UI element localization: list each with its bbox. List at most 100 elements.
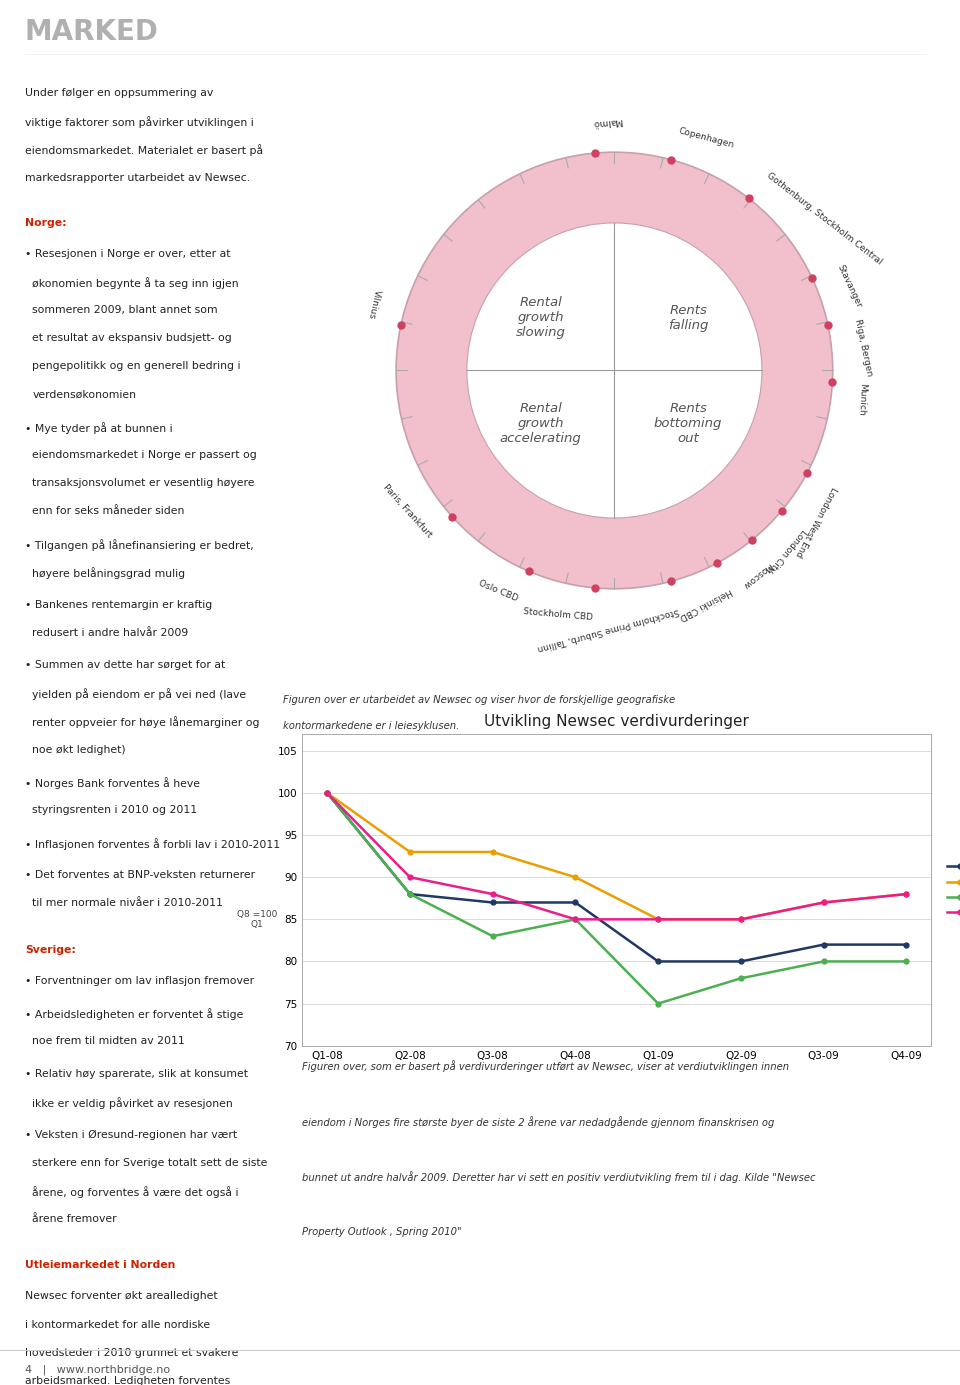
Office Oslo [569, 895, 581, 911]
Text: • Resesjonen i Norge er over, etter at: • Resesjonen i Norge er over, etter at [25, 248, 230, 259]
Text: ikke er veldig påvirket av resesjonen: ikke er veldig påvirket av resesjonen [33, 1097, 233, 1109]
Text: Gothenburg, Stockholm Central: Gothenburg, Stockholm Central [764, 172, 883, 267]
Text: viktige faktorer som påvirker utviklingen i: viktige faktorer som påvirker utviklinge… [25, 116, 253, 127]
Text: Copenhagen: Copenhagen [678, 126, 735, 150]
Text: Paris, Frankfurt: Paris, Frankfurt [381, 483, 433, 540]
Text: Stockholm Prime Suburb, Tallinn: Stockholm Prime Suburb, Tallinn [536, 607, 680, 652]
Text: verdensøkonomien: verdensøkonomien [33, 389, 136, 399]
Text: redusert i andre halvår 2009: redusert i andre halvår 2009 [33, 627, 188, 637]
Text: noe økt ledighet): noe økt ledighet) [33, 745, 126, 755]
Office Trondheim [487, 886, 498, 903]
Title: Utvikling Newsec verdivurderinger: Utvikling Newsec verdivurderinger [485, 713, 749, 729]
Text: Figuren over er utarbeidet av Newsec og viser hvor de forskjellige geografiske: Figuren over er utarbeidet av Newsec og … [283, 695, 675, 705]
Text: Rents
falling: Rents falling [668, 303, 708, 332]
Text: • Veksten i Øresund-regionen har vært: • Veksten i Øresund-regionen har vært [25, 1129, 237, 1140]
Text: London City: London City [767, 528, 808, 575]
Office Bergen [900, 886, 912, 903]
Text: sterkere enn for Sverige totalt sett de siste: sterkere enn for Sverige totalt sett de … [33, 1158, 268, 1168]
Circle shape [467, 223, 762, 518]
Text: • Tilgangen på lånefinansiering er bedret,: • Tilgangen på lånefinansiering er bedre… [25, 539, 253, 551]
Text: Stavanger: Stavanger [835, 263, 863, 310]
Office Stavanger [900, 953, 912, 969]
Office Bergen [653, 911, 664, 928]
Text: eiendom i Norges fire største byer de siste 2 årene var nedadgående gjennom fina: eiendom i Norges fire største byer de si… [302, 1116, 775, 1127]
Office Trondheim [569, 911, 581, 928]
Text: økonomien begynte å ta seg inn igjen: økonomien begynte å ta seg inn igjen [33, 277, 239, 288]
Office Trondheim [735, 911, 747, 928]
Office Oslo [735, 953, 747, 969]
Line: Office Trondheim: Office Trondheim [324, 791, 909, 922]
Text: styringsrenten i 2010 og 2011: styringsrenten i 2010 og 2011 [33, 805, 198, 816]
Line: Office Oslo: Office Oslo [324, 791, 909, 964]
Office Stavanger [322, 785, 333, 802]
Text: • Inflasjonen forventes å forbli lav i 2010-2011: • Inflasjonen forventes å forbli lav i 2… [25, 838, 280, 849]
Office Oslo [900, 936, 912, 953]
Office Trondheim [404, 868, 416, 885]
Office Oslo [487, 895, 498, 911]
Text: årene, og forventes å være det også i: årene, og forventes å være det også i [33, 1186, 239, 1198]
Text: Q8 =100
Q1: Q8 =100 Q1 [237, 910, 277, 929]
Text: eiendomsmarkedet. Materialet er basert på: eiendomsmarkedet. Materialet er basert p… [25, 144, 263, 157]
Text: Malmö: Malmö [592, 116, 623, 127]
Text: sommeren 2009, blant annet som: sommeren 2009, blant annet som [33, 305, 218, 314]
Office Stavanger [569, 911, 581, 928]
Line: Office Bergen: Office Bergen [324, 791, 909, 922]
Text: Figuren over, som er basert på verdivurderinger utført av Newsec, viser at verdi: Figuren over, som er basert på verdivurd… [302, 1060, 789, 1072]
Office Bergen [735, 911, 747, 928]
Text: Utleiemarkedet i Norden: Utleiemarkedet i Norden [25, 1260, 176, 1270]
Text: • Bankenes rentemargin er kraftig: • Bankenes rentemargin er kraftig [25, 600, 212, 609]
Office Bergen [404, 843, 416, 860]
Text: Stockholm CBD: Stockholm CBD [523, 608, 593, 622]
Circle shape [396, 152, 832, 589]
Office Stavanger [735, 969, 747, 986]
Text: Newsec forventer økt arealledighet: Newsec forventer økt arealledighet [25, 1291, 218, 1302]
Text: • Arbeidsledigheten er forventet å stige: • Arbeidsledigheten er forventet å stige [25, 1008, 243, 1021]
Office Bergen [322, 785, 333, 802]
Office Oslo [818, 936, 829, 953]
Text: • Norges Bank forventes å heve: • Norges Bank forventes å heve [25, 777, 200, 789]
Text: • Relativ høy sparerate, slik at konsumet: • Relativ høy sparerate, slik at konsume… [25, 1069, 248, 1079]
Text: transaksjonsvolumet er vesentlig høyere: transaksjonsvolumet er vesentlig høyere [33, 478, 254, 489]
Office Stavanger [653, 996, 664, 1012]
Text: Moscow: Moscow [740, 560, 774, 590]
Text: Under følger en oppsummering av: Under følger en oppsummering av [25, 87, 213, 98]
Text: kontormarkedene er i leiesyklusen.: kontormarkedene er i leiesyklusen. [283, 722, 460, 731]
Text: • Summen av dette har sørget for at: • Summen av dette har sørget for at [25, 661, 226, 670]
Office Stavanger [404, 886, 416, 903]
Text: Riga, Bergen: Riga, Bergen [853, 319, 874, 377]
Text: høyere belåningsgrad mulig: høyere belåningsgrad mulig [33, 566, 185, 579]
Office Stavanger [487, 928, 498, 945]
Office Oslo [404, 886, 416, 903]
Text: Rents
bottoming
out: Rents bottoming out [654, 402, 722, 445]
Office Bergen [818, 895, 829, 911]
Text: enn for seks måneder siden: enn for seks måneder siden [33, 507, 184, 517]
Text: årene fremover: årene fremover [33, 1213, 117, 1224]
Office Oslo [653, 953, 664, 969]
Text: eiendomsmarkedet i Norge er passert og: eiendomsmarkedet i Norge er passert og [33, 450, 257, 460]
Text: London West End: London West End [793, 485, 838, 558]
Office Oslo [322, 785, 333, 802]
Text: Rental
growth
slowing: Rental growth slowing [516, 296, 565, 339]
Office Stavanger [818, 953, 829, 969]
Line: Office Stavanger: Office Stavanger [324, 791, 909, 1006]
Text: til mer normale nivåer i 2010-2011: til mer normale nivåer i 2010-2011 [33, 899, 223, 909]
Text: Norge:: Norge: [25, 217, 66, 227]
Text: • Mye tyder på at bunnen i: • Mye tyder på at bunnen i [25, 422, 173, 434]
Text: et resultat av ekspansiv budsjett- og: et resultat av ekspansiv budsjett- og [33, 334, 232, 343]
Legend: Office Oslo, Office Bergen, Office Stavanger, Office Trondheim: Office Oslo, Office Bergen, Office Stava… [943, 857, 960, 922]
Text: Vilnius: Vilnius [367, 288, 382, 320]
Office Trondheim [322, 785, 333, 802]
Office Bergen [487, 843, 498, 860]
Office Trondheim [818, 895, 829, 911]
Text: Rental
growth
accelerating: Rental growth accelerating [500, 402, 582, 445]
Text: hovedsteder i 2010 grunnet et svakere: hovedsteder i 2010 grunnet et svakere [25, 1348, 238, 1357]
Text: 4   |   www.northbridge.no: 4 | www.northbridge.no [25, 1364, 170, 1374]
Text: i kontormarkedet for alle nordiske: i kontormarkedet for alle nordiske [25, 1320, 210, 1330]
Text: renter oppveier for høye lånemarginer og: renter oppveier for høye lånemarginer og [33, 716, 260, 729]
Text: • Forventninger om lav inflasjon fremover: • Forventninger om lav inflasjon fremove… [25, 976, 254, 986]
Text: Property Outlook , Spring 2010": Property Outlook , Spring 2010" [302, 1227, 462, 1237]
Text: • Det forventes at BNP-veksten returnerer: • Det forventes at BNP-veksten returnere… [25, 870, 255, 879]
Text: pengepolitikk og en generell bedring i: pengepolitikk og en generell bedring i [33, 361, 241, 371]
Office Trondheim [900, 886, 912, 903]
Text: arbeidsmarked. Ledigheten forventes: arbeidsmarked. Ledigheten forventes [25, 1375, 230, 1385]
